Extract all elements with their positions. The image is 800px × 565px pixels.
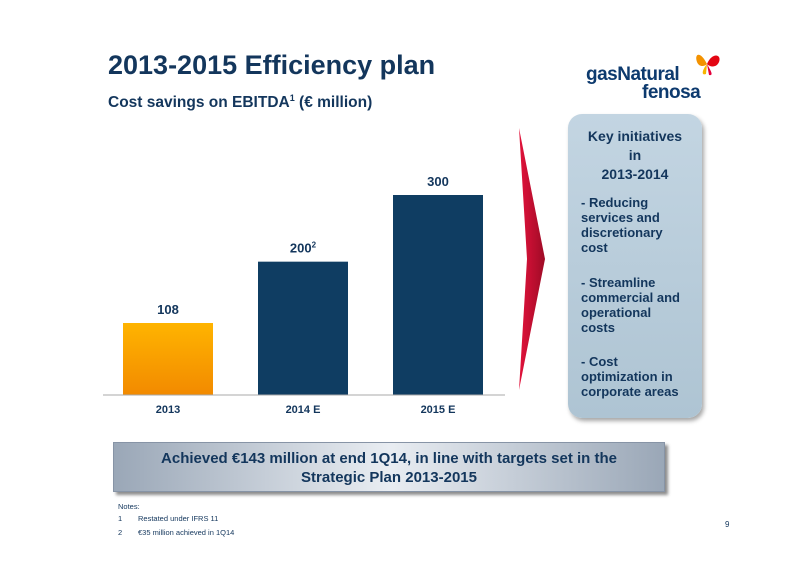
footnote-text: Restated under IFRS 11 xyxy=(138,514,219,523)
category-label: 2015 E xyxy=(421,404,456,416)
footnote-number: 1 xyxy=(118,514,123,523)
initiative-item: - Reducing services and discretionary co… xyxy=(581,195,663,255)
achievement-banner: Achieved €143 million at end 1Q14, in li… xyxy=(113,442,665,492)
footnote-row: 1 Restated under IFRS 11 xyxy=(118,514,218,528)
chart-category-labels: 2013 2014 E 2015 E xyxy=(156,404,456,416)
page-title: 2013-2015 Efficiency plan xyxy=(108,50,436,80)
page-number: 9 xyxy=(725,520,730,529)
bar-value-label: 300 xyxy=(427,174,449,189)
logo-text-fenosa: fenosa xyxy=(642,82,701,103)
category-label: 2013 xyxy=(156,404,180,416)
subtitle-unit: (€ million) xyxy=(299,94,373,111)
category-label: 2014 E xyxy=(286,404,321,416)
bar-2015-e xyxy=(393,195,483,395)
initiatives-heading: Key initiatives in 2013-2014 xyxy=(587,128,683,182)
bar-2013 xyxy=(123,323,213,395)
logo-text-gasnatural: gasNatural xyxy=(586,64,680,85)
red-arrow-icon xyxy=(519,128,545,390)
initiative-item: - Streamline commercial and operational … xyxy=(581,275,680,335)
bar-value-label: 2002 xyxy=(290,241,317,256)
initiative-item: - Cost optimization in corporate areas xyxy=(581,354,679,399)
key-initiatives-panel: Key initiatives in 2013-2014 - Reducing … xyxy=(568,114,702,418)
subtitle-footnote: 1 xyxy=(289,93,295,103)
footnotes: Notes: 1 Restated under IFRS 11 2 €35 mi… xyxy=(118,502,234,542)
notes-label: Notes: xyxy=(118,502,140,511)
company-logo: gasNatural fenosa xyxy=(586,48,726,106)
bar-chart: 108 2002 300 2013 2014 E 2015 E xyxy=(103,174,505,416)
subtitle-text: Cost savings on EBITDA xyxy=(108,94,290,111)
bar-value-label: 108 xyxy=(157,302,179,317)
chart-bars xyxy=(123,195,483,395)
footnote-text: €35 million achieved in 1Q14 xyxy=(138,528,235,537)
chart-value-labels: 108 2002 300 xyxy=(157,174,449,317)
butterfly-icon xyxy=(696,54,720,76)
footnote-row: 2 €35 million achieved in 1Q14 xyxy=(118,528,234,542)
footnote-number: 2 xyxy=(118,528,123,537)
chart-subtitle: Cost savings on EBITDA1 (€ million) xyxy=(108,93,372,112)
bar-2014-e xyxy=(258,261,348,395)
bar-label-footnote: 2 xyxy=(312,241,317,250)
